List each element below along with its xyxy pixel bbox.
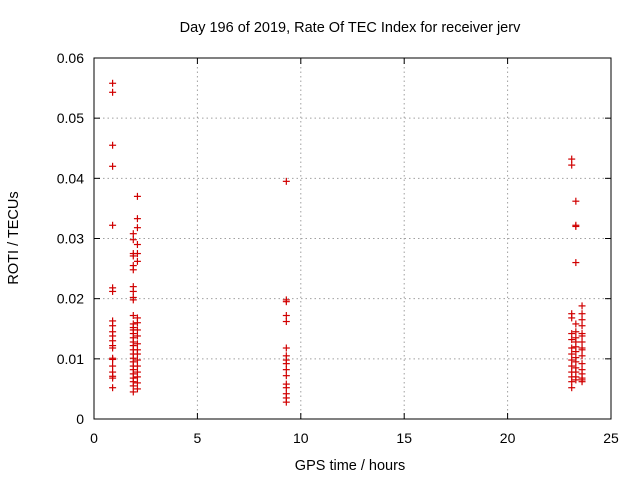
data-point (568, 378, 576, 386)
data-point (129, 287, 137, 295)
data-point (572, 320, 580, 328)
data-point (282, 384, 290, 392)
data-point (129, 230, 137, 238)
data-point (578, 346, 586, 354)
data-point (568, 362, 576, 370)
x-tick-label: 15 (396, 430, 412, 446)
data-point (572, 376, 580, 384)
grid-lines (94, 58, 611, 419)
x-tick-label: 25 (603, 430, 619, 446)
data-point (133, 250, 141, 258)
data-point (129, 252, 137, 260)
data-point (282, 177, 290, 185)
data-point (133, 241, 141, 249)
data-point (568, 344, 576, 352)
data-point (578, 310, 586, 318)
data-points (109, 79, 586, 406)
y-tick-label: 0.05 (57, 110, 84, 126)
y-tick-label: 0.02 (57, 291, 84, 307)
data-point (572, 358, 580, 366)
data-point (109, 141, 117, 149)
data-point (568, 350, 576, 358)
data-point (282, 312, 290, 320)
data-point (578, 338, 586, 346)
data-point (109, 162, 117, 170)
data-point (568, 155, 576, 163)
data-point (133, 332, 141, 340)
data-point (133, 350, 141, 358)
x-tick-label: 10 (293, 430, 309, 446)
data-point (572, 259, 580, 267)
data-point (568, 330, 576, 338)
data-point (133, 257, 141, 265)
x-tick-label: 0 (90, 430, 98, 446)
data-point (109, 79, 117, 87)
data-point (109, 287, 117, 295)
y-tick-label: 0.04 (57, 170, 84, 186)
y-axis-label: ROTI / TECUs (6, 191, 22, 284)
data-point (129, 296, 137, 304)
data-point (282, 318, 290, 326)
data-point (109, 322, 117, 330)
data-point (568, 161, 576, 169)
data-point (578, 378, 586, 386)
plot-frame (93, 57, 612, 420)
data-point (129, 312, 137, 320)
data-point (282, 344, 290, 352)
data-point (572, 348, 580, 356)
data-point (133, 224, 141, 232)
data-point (133, 340, 141, 348)
axis-ticks: 0 5 10 15 20 25 0 0.01 0.02 0.03 0.04 0.05 0.06 (57, 50, 619, 446)
x-axis-label: GPS time / hours (295, 458, 405, 474)
data-point (133, 215, 141, 223)
data-point (109, 374, 117, 382)
data-point (282, 366, 290, 374)
data-point (109, 384, 117, 392)
chart-title: Day 196 of 2019, Rate Of TEC Index for r… (180, 20, 521, 36)
data-point (568, 314, 576, 322)
data-point (133, 326, 141, 334)
data-point (109, 221, 117, 229)
data-point (109, 344, 117, 352)
data-point (133, 379, 141, 387)
data-point (129, 382, 137, 390)
data-point (568, 384, 576, 392)
data-point (572, 197, 580, 205)
data-point (282, 372, 290, 380)
x-tick-label: 20 (500, 430, 516, 446)
data-point (578, 316, 586, 324)
data-point (572, 328, 580, 336)
y-tick-label: 0.03 (57, 231, 84, 247)
data-point (133, 385, 141, 393)
data-point (109, 88, 117, 96)
data-point (568, 336, 576, 344)
data-point (578, 302, 586, 310)
data-point (578, 352, 586, 360)
data-point (572, 222, 580, 230)
data-point (282, 398, 290, 406)
x-tick-label: 5 (194, 430, 202, 446)
data-point (133, 362, 141, 370)
data-point (578, 332, 586, 340)
data-point (109, 355, 117, 363)
data-point (282, 360, 290, 368)
y-tick-label: 0.06 (57, 50, 84, 66)
y-tick-label: 0 (76, 411, 84, 427)
data-point (568, 356, 576, 364)
data-point (133, 373, 141, 381)
data-point (109, 362, 117, 370)
data-point (282, 298, 290, 306)
data-point (133, 319, 141, 327)
data-point (129, 388, 137, 396)
data-point (129, 236, 137, 244)
data-point (133, 192, 141, 200)
data-point (578, 360, 586, 368)
data-point (129, 266, 137, 274)
data-point (578, 322, 586, 330)
data-point (133, 356, 141, 364)
y-tick-label: 0.01 (57, 351, 84, 367)
